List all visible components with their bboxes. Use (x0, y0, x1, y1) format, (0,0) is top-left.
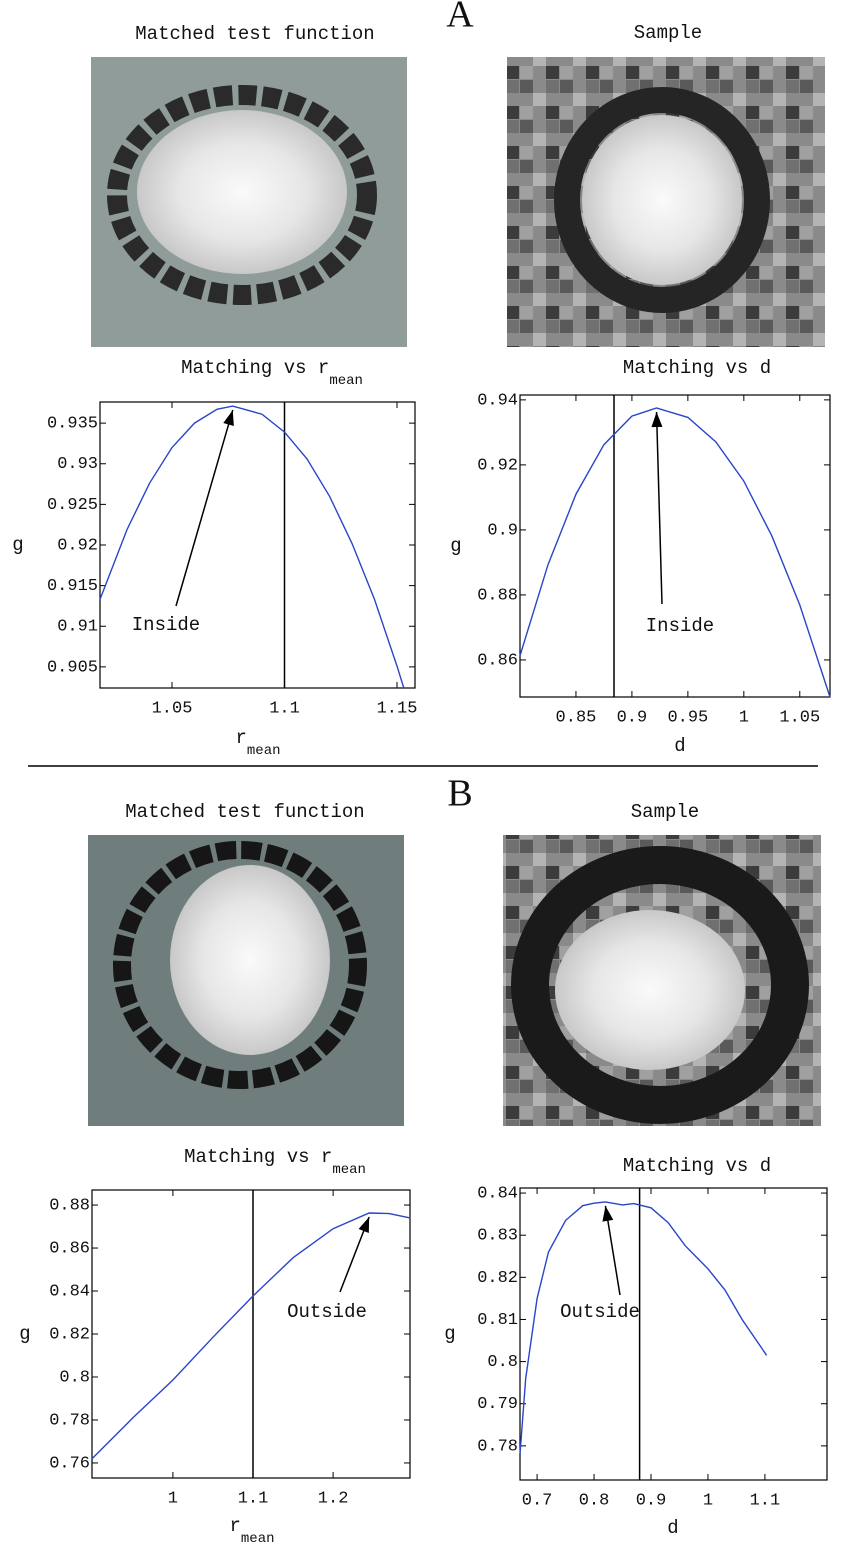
x-tick-label: 1.1 (269, 699, 300, 718)
image-title: Sample (631, 801, 699, 823)
arrow (655, 411, 663, 605)
arrow-head (651, 412, 663, 428)
y-tick-label: 0.79 (477, 1395, 518, 1414)
line (99, 405, 405, 689)
x-tick-label: 0.7 (522, 1491, 553, 1510)
x-label-subscript: mean (241, 1531, 275, 1547)
x-axis-label: rmean (229, 1515, 274, 1547)
panel-label: A (446, 0, 474, 36)
plot-frame (519, 394, 831, 698)
y-tick-label: 0.88 (49, 1197, 90, 1216)
title-text: Matching vs r (184, 1146, 332, 1168)
x-axis-label: rmean (235, 727, 280, 759)
y-tick-label: 0.86 (477, 651, 518, 670)
y-tick-label: 0.92 (477, 456, 518, 475)
y-tick-label: 0.91 (57, 618, 98, 637)
arrow-head (358, 1216, 370, 1233)
title-text: Matching vs d (623, 1155, 771, 1177)
line (91, 1212, 411, 1460)
x-tick-label: 1 (703, 1491, 713, 1510)
arrow-head (223, 410, 234, 427)
annotation: Inside (646, 615, 714, 637)
x-tick-label: 1 (739, 708, 749, 727)
image-title: Matched test function (135, 23, 374, 45)
image (503, 835, 821, 1126)
y-tick-label: 0.84 (477, 1185, 518, 1204)
image-title: Sample (634, 22, 702, 44)
y-tick-label: 0.9 (487, 521, 518, 540)
title-subscript: mean (329, 373, 363, 389)
arrow-head (602, 1205, 614, 1222)
x-axis-label: d (667, 1517, 678, 1539)
y-tick-label: 0.82 (477, 1269, 518, 1288)
y-axis-label: g (19, 1323, 30, 1345)
image (88, 835, 404, 1126)
chart-title: Matching vs rmean (184, 1146, 366, 1178)
x-tick-label: 1.05 (779, 708, 820, 727)
panel-label: B (447, 773, 472, 815)
title-text: Matching vs r (181, 357, 329, 379)
x-tick-label: 1.1 (238, 1489, 269, 1508)
y-tick-label: 0.915 (47, 577, 98, 596)
image (507, 57, 825, 347)
image-title: Matched test function (125, 801, 364, 823)
y-axis-label: g (444, 1323, 455, 1345)
y-axis-label: g (12, 534, 23, 556)
y-tick-label: 0.82 (49, 1325, 90, 1344)
y-tick-label: 0.78 (477, 1437, 518, 1456)
arrow (175, 409, 234, 607)
y-tick-label: 0.94 (477, 391, 518, 410)
x-tick-label: 1 (168, 1489, 178, 1508)
plot-frame (99, 401, 416, 689)
y-tick-label: 0.76 (49, 1454, 90, 1473)
x-tick-label: 1.15 (377, 699, 418, 718)
annotation: Outside (287, 1301, 367, 1323)
y-tick-label: 0.93 (57, 455, 98, 474)
title-subscript: mean (332, 1162, 366, 1178)
image (91, 57, 407, 347)
x-label-text: r (235, 727, 246, 749)
y-axis-label: g (450, 535, 461, 557)
x-tick-label: 0.8 (579, 1491, 610, 1510)
y-tick-label: 0.83 (477, 1227, 518, 1246)
x-label-subscript: mean (247, 743, 281, 759)
x-label-text: r (229, 1515, 240, 1537)
arrow (604, 1205, 621, 1296)
y-tick-label: 0.925 (47, 496, 98, 515)
y-tick-label: 0.86 (49, 1240, 90, 1259)
line (519, 407, 831, 698)
x-tick-label: 1.1 (750, 1491, 781, 1510)
annotation: Outside (560, 1301, 640, 1323)
x-axis-label: d (674, 735, 685, 757)
y-tick-label: 0.92 (57, 536, 98, 555)
y-tick-label: 0.78 (49, 1411, 90, 1430)
x-tick-label: 0.9 (617, 708, 648, 727)
x-tick-label: 1.05 (152, 699, 193, 718)
y-tick-label: 0.88 (477, 586, 518, 605)
x-tick-label: 0.95 (667, 708, 708, 727)
chart-title: Matching vs d (623, 1155, 771, 1177)
line (519, 1201, 768, 1454)
plot-frame (519, 1187, 828, 1481)
y-tick-label: 0.81 (477, 1311, 518, 1330)
x-label-text: d (674, 735, 685, 757)
x-label-text: d (667, 1517, 678, 1539)
y-tick-label: 0.935 (47, 415, 98, 434)
x-tick-label: 0.9 (636, 1491, 667, 1510)
x-tick-label: 1.2 (318, 1489, 349, 1508)
chart-title: Matching vs d (623, 357, 771, 379)
y-tick-label: 0.905 (47, 658, 98, 677)
y-tick-label: 0.84 (49, 1282, 90, 1301)
y-tick-label: 0.8 (59, 1368, 90, 1387)
annotation: Inside (132, 614, 200, 636)
title-text: Matching vs d (623, 357, 771, 379)
x-tick-label: 0.85 (556, 708, 597, 727)
y-tick-label: 0.8 (487, 1353, 518, 1372)
chart-title: Matching vs rmean (181, 357, 363, 389)
